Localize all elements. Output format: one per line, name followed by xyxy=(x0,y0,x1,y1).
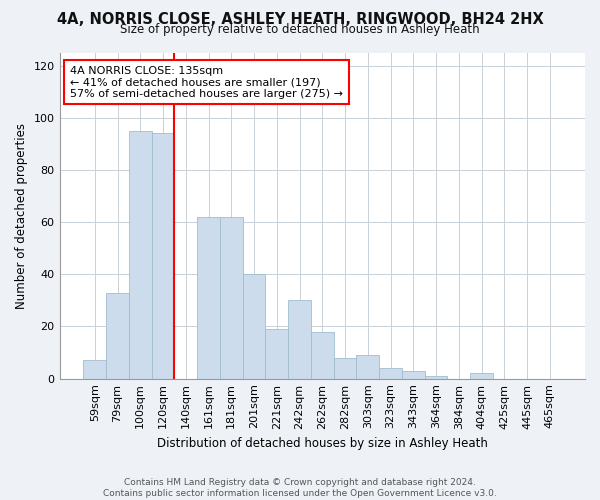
Bar xyxy=(356,355,379,378)
Text: Contains HM Land Registry data © Crown copyright and database right 2024.
Contai: Contains HM Land Registry data © Crown c… xyxy=(103,478,497,498)
Bar xyxy=(425,376,448,378)
Bar xyxy=(152,134,175,378)
Text: 4A, NORRIS CLOSE, ASHLEY HEATH, RINGWOOD, BH24 2HX: 4A, NORRIS CLOSE, ASHLEY HEATH, RINGWOOD… xyxy=(56,12,544,28)
Bar xyxy=(129,131,152,378)
Bar xyxy=(106,292,129,378)
Bar xyxy=(402,371,425,378)
Bar xyxy=(242,274,265,378)
Bar xyxy=(379,368,402,378)
Bar xyxy=(220,217,242,378)
Bar xyxy=(265,329,288,378)
Bar xyxy=(83,360,106,378)
Bar xyxy=(197,217,220,378)
Bar xyxy=(334,358,356,378)
Bar xyxy=(311,332,334,378)
Y-axis label: Number of detached properties: Number of detached properties xyxy=(15,122,28,308)
Bar xyxy=(470,374,493,378)
Bar xyxy=(288,300,311,378)
Text: Size of property relative to detached houses in Ashley Heath: Size of property relative to detached ho… xyxy=(120,22,480,36)
X-axis label: Distribution of detached houses by size in Ashley Heath: Distribution of detached houses by size … xyxy=(157,437,488,450)
Text: 4A NORRIS CLOSE: 135sqm
← 41% of detached houses are smaller (197)
57% of semi-d: 4A NORRIS CLOSE: 135sqm ← 41% of detache… xyxy=(70,66,343,98)
